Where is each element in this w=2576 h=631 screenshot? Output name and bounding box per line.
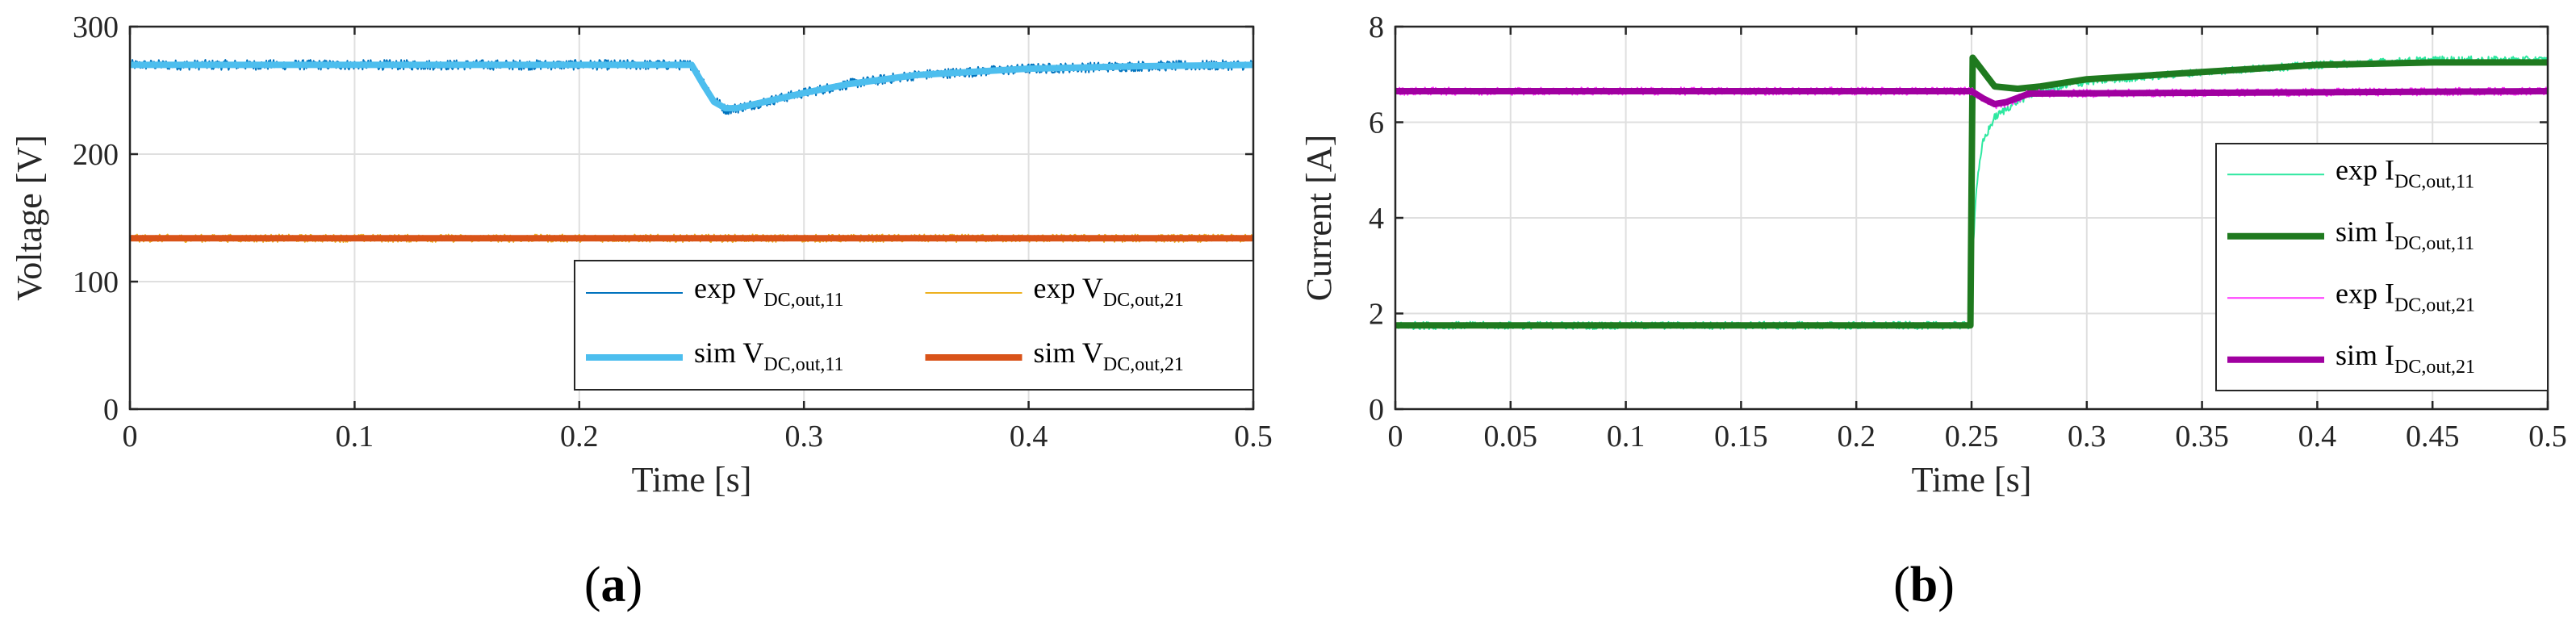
x-tick-label: 0.15 <box>1714 420 1768 453</box>
legend-item: exp IDC,out,21 <box>2227 277 2475 316</box>
legend-item: exp VDC,out,21 <box>925 272 1184 311</box>
legend-label: exp VDC,out,11 <box>694 272 843 311</box>
chart-panel-b: 0 0.05 0.1 0.15 0.2 0.25 0.3 0.35 0.4 0.45 0.5 0 2 4 6… <box>1299 10 2567 612</box>
x-tick-label: 0.1 <box>1607 420 1646 453</box>
x-tick-label: 0.05 <box>1484 420 1538 453</box>
y-tick-label: 8 <box>1369 10 1384 44</box>
x-tick-label: 0.1 <box>336 420 374 453</box>
y-axis-label: Current [A] <box>1299 135 1339 302</box>
x-tick-label: 0.3 <box>2068 420 2106 453</box>
legend-label: sim IDC,out,11 <box>2336 215 2474 254</box>
legend-box <box>2215 143 2549 391</box>
x-tick-label: 0.25 <box>1945 420 1999 453</box>
x-tick-label: 0.5 <box>1234 420 1273 453</box>
series-group <box>130 59 1253 243</box>
x-tick-label: 0.4 <box>1010 420 1048 453</box>
x-tick-label: 0 <box>1388 420 1403 453</box>
y-tick-label: 200 <box>73 138 119 172</box>
y-tick-label: 100 <box>73 265 119 299</box>
x-tick-label: 0.2 <box>1837 420 1876 453</box>
legend-label: exp VDC,out,21 <box>1034 272 1184 311</box>
panel-label: (b) <box>1893 558 1955 612</box>
y-tick-label: 4 <box>1369 202 1384 236</box>
chart-panel-a: 0 0.1 0.2 0.3 0.4 0.5 0 100 200 300 Time [s] Voltag… <box>10 10 1273 612</box>
legend-label: sim VDC,out,11 <box>694 336 844 375</box>
series-line-3 <box>1395 88 2548 107</box>
y-tick-label: 0 <box>103 393 119 427</box>
legend: exp IDC,out,11 sim IDC,out,11 exp IDC,out,… <box>2215 143 2549 391</box>
legend-label: exp IDC,out,21 <box>2336 277 2475 316</box>
y-tick-label: 6 <box>1369 107 1384 140</box>
x-tick-label: 0.4 <box>2298 420 2337 453</box>
legend-label: exp IDC,out,11 <box>2336 153 2474 192</box>
y-tick-label: 2 <box>1369 298 1384 332</box>
y-axis-label: Voltage [V] <box>10 135 49 301</box>
legend-item: sim IDC,out,11 <box>2227 215 2474 254</box>
legend: exp VDC,out,11 sim VDC,out,11 exp VDC,out,… <box>574 260 1254 391</box>
x-tick-label: 0.45 <box>2406 420 2460 453</box>
legend-item: sim VDC,out,21 <box>925 336 1184 375</box>
x-tick-label: 0.3 <box>784 420 823 453</box>
legend-item: exp VDC,out,11 <box>586 272 843 311</box>
legend-item: sim IDC,out,21 <box>2227 339 2475 378</box>
legend-item: exp IDC,out,11 <box>2227 153 2474 192</box>
x-tick-label: 0 <box>123 420 138 453</box>
y-tick-label: 0 <box>1369 393 1384 427</box>
legend-label: sim VDC,out,21 <box>1034 336 1184 375</box>
legend-label: sim IDC,out,21 <box>2336 339 2475 378</box>
axes-box <box>128 25 1255 411</box>
x-tick-label: 0.35 <box>2175 420 2229 453</box>
x-tick-label: 0.5 <box>2528 420 2567 453</box>
x-axis-label: Time [s] <box>632 460 752 499</box>
x-tick-label: 0.2 <box>560 420 599 453</box>
series-group <box>1395 54 2548 330</box>
y-tick-label: 300 <box>73 10 119 44</box>
legend-box <box>574 260 1254 391</box>
x-axis-label: Time [s] <box>1912 460 2032 499</box>
series-line-1 <box>1395 54 2548 329</box>
legend-item: sim VDC,out,11 <box>586 336 844 375</box>
panel-label: (a) <box>584 558 642 612</box>
series-line-1 <box>130 61 1253 112</box>
